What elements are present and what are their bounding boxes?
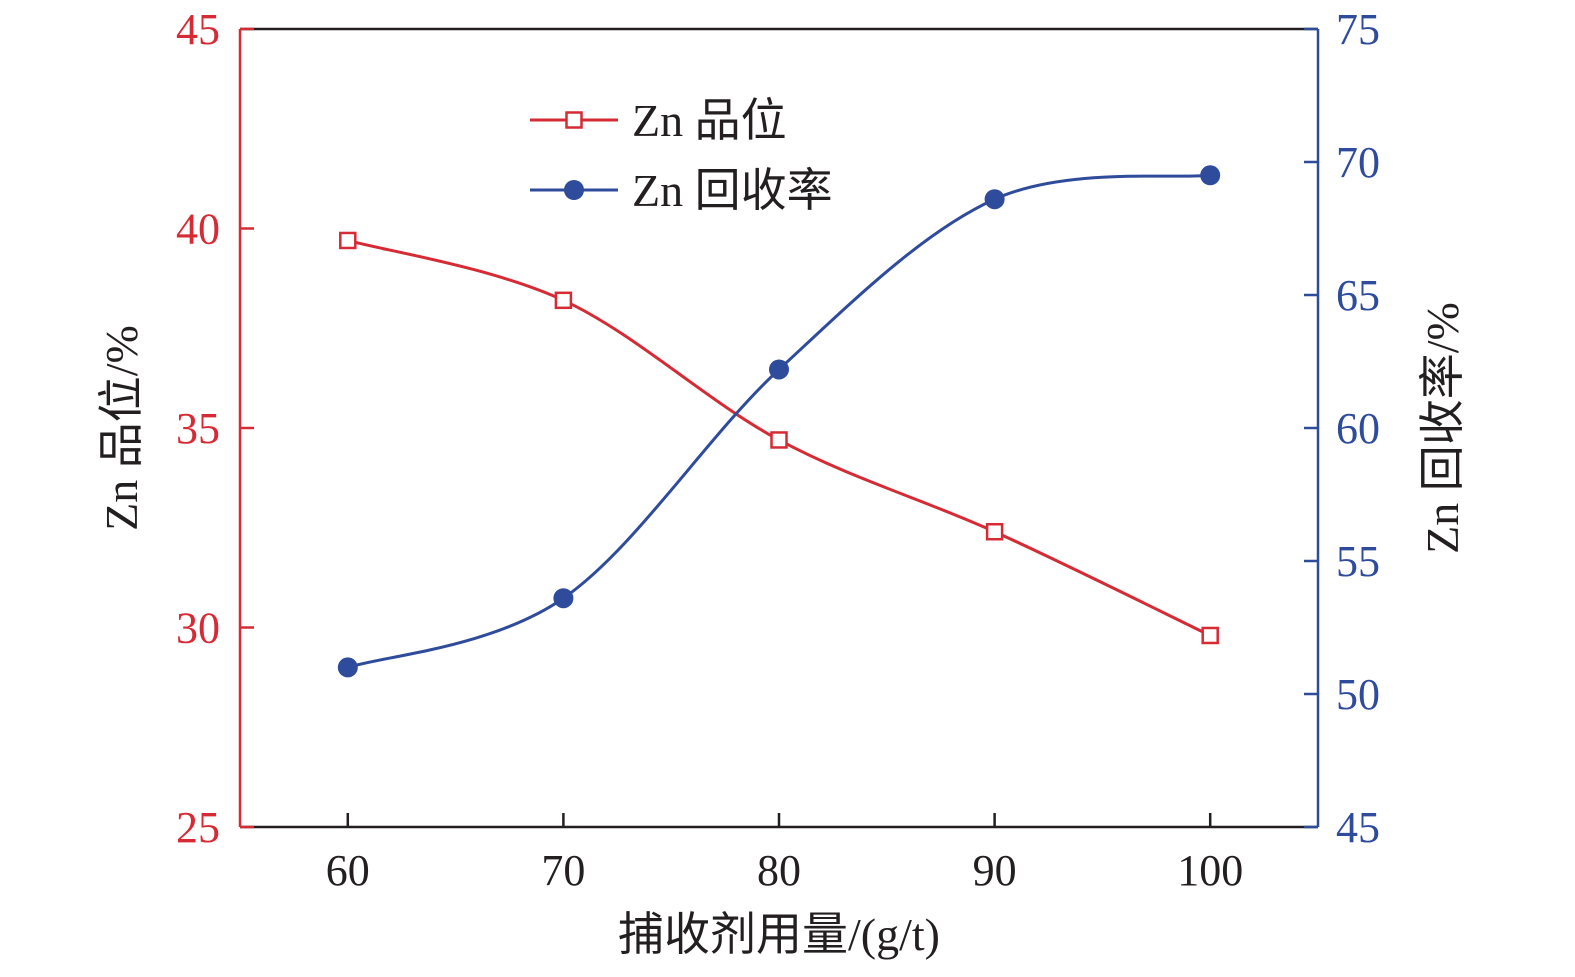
data-point-square <box>985 522 1004 541</box>
y-axis-left-title: Zn 品位/% <box>96 325 147 531</box>
y-right-tick-label: 55 <box>1336 537 1380 586</box>
y-left-tick-label: 30 <box>176 604 220 653</box>
axis-ticks: 60 70 80 90 100 25 30 35 40 45 45 50 55 60 65 70 75 <box>176 5 1380 895</box>
data-point-circle <box>769 359 789 380</box>
legend-marker-circle <box>564 180 584 200</box>
legend-marker-square <box>565 111 583 129</box>
x-tick-label: 90 <box>973 846 1017 895</box>
y-right-tick-label: 45 <box>1336 803 1380 852</box>
y-left-tick-label: 40 <box>176 205 220 254</box>
y-left-tick-label: 25 <box>176 803 220 852</box>
y-left-tick-label: 35 <box>176 404 220 453</box>
legend-label-1: Zn 品位 <box>632 95 787 146</box>
x-tick-label: 70 <box>541 846 585 895</box>
x-tick-label: 80 <box>757 846 801 895</box>
data-point-circle <box>553 588 574 609</box>
y-left-tick-label: 45 <box>176 5 220 54</box>
x-tick-label: 60 <box>326 846 370 895</box>
y-axis-right-title: Zn 回收率/% <box>1417 302 1468 554</box>
data-point-square <box>1201 626 1219 645</box>
x-tick-label: 100 <box>1177 846 1243 895</box>
plot-frame <box>238 27 1320 829</box>
data-point-square <box>339 231 357 250</box>
y-right-tick-label: 70 <box>1336 138 1380 187</box>
series-markers <box>337 165 1221 678</box>
y-right-tick-label: 65 <box>1336 271 1380 320</box>
legend: Zn 品位 Zn 回收率 <box>530 95 833 216</box>
x-axis-title: 捕收剂用量/(g/t) <box>618 909 940 960</box>
y-right-tick-label: 75 <box>1336 5 1380 54</box>
series-curves <box>347 173 1211 669</box>
y-right-tick-label: 50 <box>1336 670 1380 719</box>
data-point-circle <box>337 657 358 678</box>
data-point-circle <box>1200 165 1221 186</box>
y-right-tick-label: 60 <box>1336 404 1380 453</box>
data-point-circle <box>984 189 1005 210</box>
legend-label-2: Zn 回收率 <box>632 165 833 216</box>
series-line-2 <box>347 173 1211 669</box>
data-point-square <box>770 431 788 449</box>
data-point-square <box>554 291 573 310</box>
